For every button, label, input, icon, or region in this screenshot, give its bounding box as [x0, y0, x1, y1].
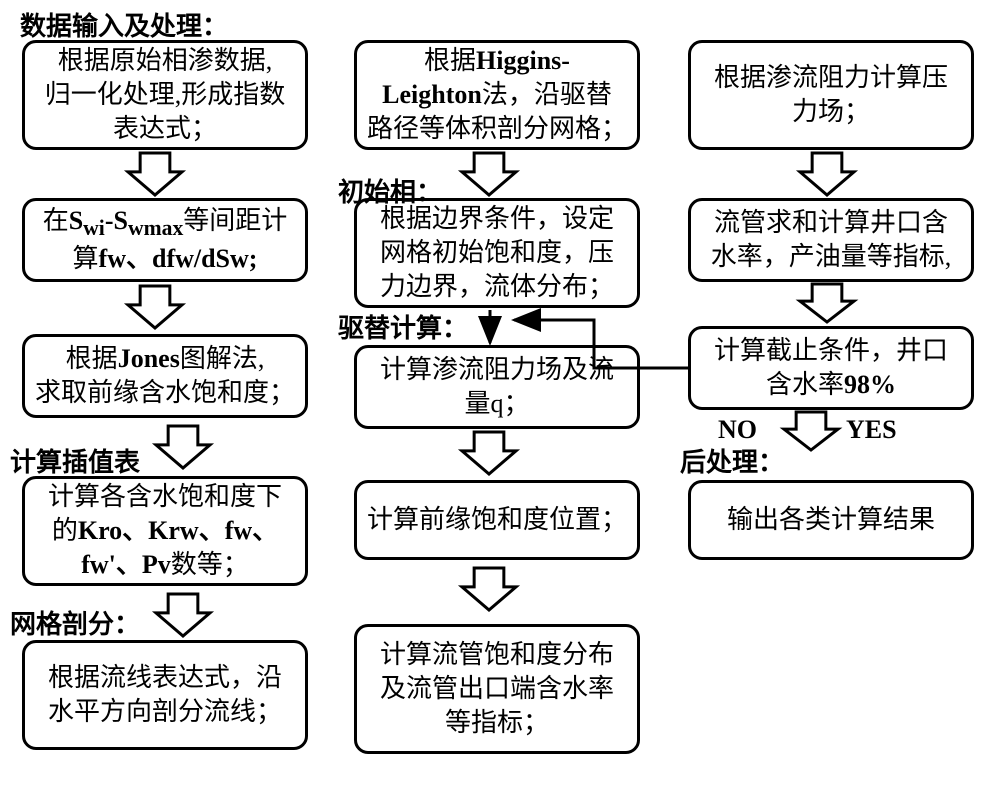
a-c1-4: [156, 594, 210, 636]
a-c2-1: [462, 153, 516, 195]
a-loop: [514, 320, 688, 368]
a-c3-2: [800, 284, 854, 322]
a-c2-5: [462, 568, 516, 610]
a-c1-1: [128, 153, 182, 195]
a-c2-4: [462, 432, 516, 474]
a-c3-1: [800, 153, 854, 195]
a-c1-2: [128, 286, 182, 328]
arrows-layer: [0, 0, 1000, 804]
a-c1-3: [156, 426, 210, 468]
a-c3-3: [784, 412, 838, 450]
